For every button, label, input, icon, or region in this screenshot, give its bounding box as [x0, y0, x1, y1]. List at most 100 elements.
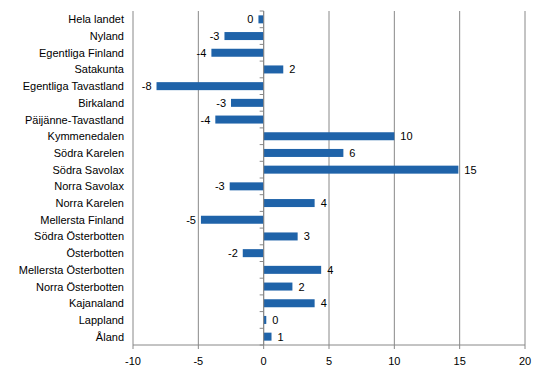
category-label: Österbotten	[67, 247, 124, 259]
tick-mark	[525, 345, 526, 349]
grid-line	[394, 11, 395, 345]
tick-label: 15	[454, 355, 466, 367]
bar	[264, 199, 315, 207]
category-tick	[260, 278, 264, 279]
category-label: Norra Savolax	[54, 180, 124, 192]
grid-line	[525, 11, 526, 345]
category-tick	[260, 94, 264, 95]
category-tick	[260, 11, 264, 12]
bar	[264, 299, 315, 307]
bars	[157, 15, 459, 340]
category-tick	[260, 127, 264, 128]
category-tick	[260, 228, 264, 229]
category-tick	[260, 27, 264, 28]
tick-label: -10	[125, 355, 141, 367]
data-label: 6	[349, 147, 355, 159]
x-axis	[133, 345, 525, 346]
category-label: Birkaland	[78, 97, 124, 109]
bar	[258, 15, 263, 23]
category-tick	[260, 161, 264, 162]
bar	[231, 99, 264, 107]
category-label: Södra Karelen	[54, 147, 124, 159]
bar	[264, 283, 293, 291]
tick-mark	[459, 345, 460, 349]
data-label: 2	[289, 63, 295, 75]
bar	[157, 82, 264, 90]
category-label: Nyland	[90, 30, 124, 42]
tick-label: 0	[261, 355, 267, 367]
category-label: Lappland	[79, 314, 124, 326]
tick-mark	[263, 345, 264, 349]
category-label: Södra Savolax	[52, 164, 124, 176]
data-label: 2	[298, 281, 304, 293]
data-label: 4	[327, 264, 333, 276]
bar	[215, 116, 263, 124]
category-tick	[260, 294, 264, 295]
category-tick	[260, 61, 264, 62]
grid-line	[459, 11, 460, 345]
grid-line	[133, 11, 134, 345]
bar	[264, 232, 298, 240]
data-label: 4	[321, 197, 327, 209]
category-tick	[260, 44, 264, 45]
data-label: -4	[201, 114, 211, 126]
category-tick	[260, 328, 264, 329]
category-tick	[260, 244, 264, 245]
data-label: 3	[304, 230, 310, 242]
tick-label: -5	[193, 355, 203, 367]
tick-mark	[133, 345, 134, 349]
bar	[211, 49, 263, 57]
bar	[243, 249, 264, 257]
bar	[264, 166, 459, 174]
data-label: 10	[400, 130, 412, 142]
data-label: 15	[464, 164, 476, 176]
grid-line	[329, 11, 330, 345]
category-tick	[260, 345, 264, 346]
bar	[264, 132, 395, 140]
bar	[264, 333, 272, 341]
category-label: Mellersta Finland	[40, 214, 124, 226]
data-label: -5	[186, 214, 196, 226]
data-label: 4	[321, 297, 327, 309]
category-tick	[260, 194, 264, 195]
category-tick	[260, 261, 264, 262]
category-label: Hela landet	[68, 13, 124, 25]
category-label: Satakunta	[74, 63, 124, 75]
tick-label: 5	[326, 355, 332, 367]
category-label: Egentliga Tavastland	[23, 80, 124, 92]
grid-line	[198, 11, 199, 345]
tick-label: 20	[519, 355, 531, 367]
data-label: -2	[228, 247, 238, 259]
data-label: -4	[197, 47, 207, 59]
bar	[224, 32, 263, 40]
category-label: Åland	[96, 331, 124, 343]
data-label: -3	[215, 180, 225, 192]
data-label: -3	[216, 97, 226, 109]
data-label: 0	[272, 314, 278, 326]
category-tick	[260, 111, 264, 112]
data-label: 1	[278, 331, 284, 343]
category-label: Päijänne-Tavastland	[25, 114, 124, 126]
tick-mark	[198, 345, 199, 349]
category-label: Kymmenedalen	[48, 130, 124, 142]
bar	[264, 65, 284, 73]
category-label: Egentliga Finland	[39, 47, 124, 59]
category-label: Norra Karelen	[56, 197, 124, 209]
category-label: Södra Österbotten	[34, 230, 124, 242]
data-label: 0	[247, 13, 253, 25]
category-label: Kajanaland	[69, 297, 124, 309]
data-label: -8	[142, 80, 152, 92]
bar	[201, 216, 264, 224]
category-tick	[260, 178, 264, 179]
data-label: -3	[210, 30, 220, 42]
tick-mark	[329, 345, 330, 349]
category-tick	[260, 77, 264, 78]
tick-mark	[394, 345, 395, 349]
tick-label: 10	[388, 355, 400, 367]
category-label: Mellersta Österbotten	[19, 264, 124, 276]
bar	[264, 149, 344, 157]
bar	[230, 182, 264, 190]
chart: -10-505101520Hela landet0Nyland-3Egentli…	[0, 0, 546, 376]
category-tick	[260, 144, 264, 145]
category-tick	[260, 311, 264, 312]
